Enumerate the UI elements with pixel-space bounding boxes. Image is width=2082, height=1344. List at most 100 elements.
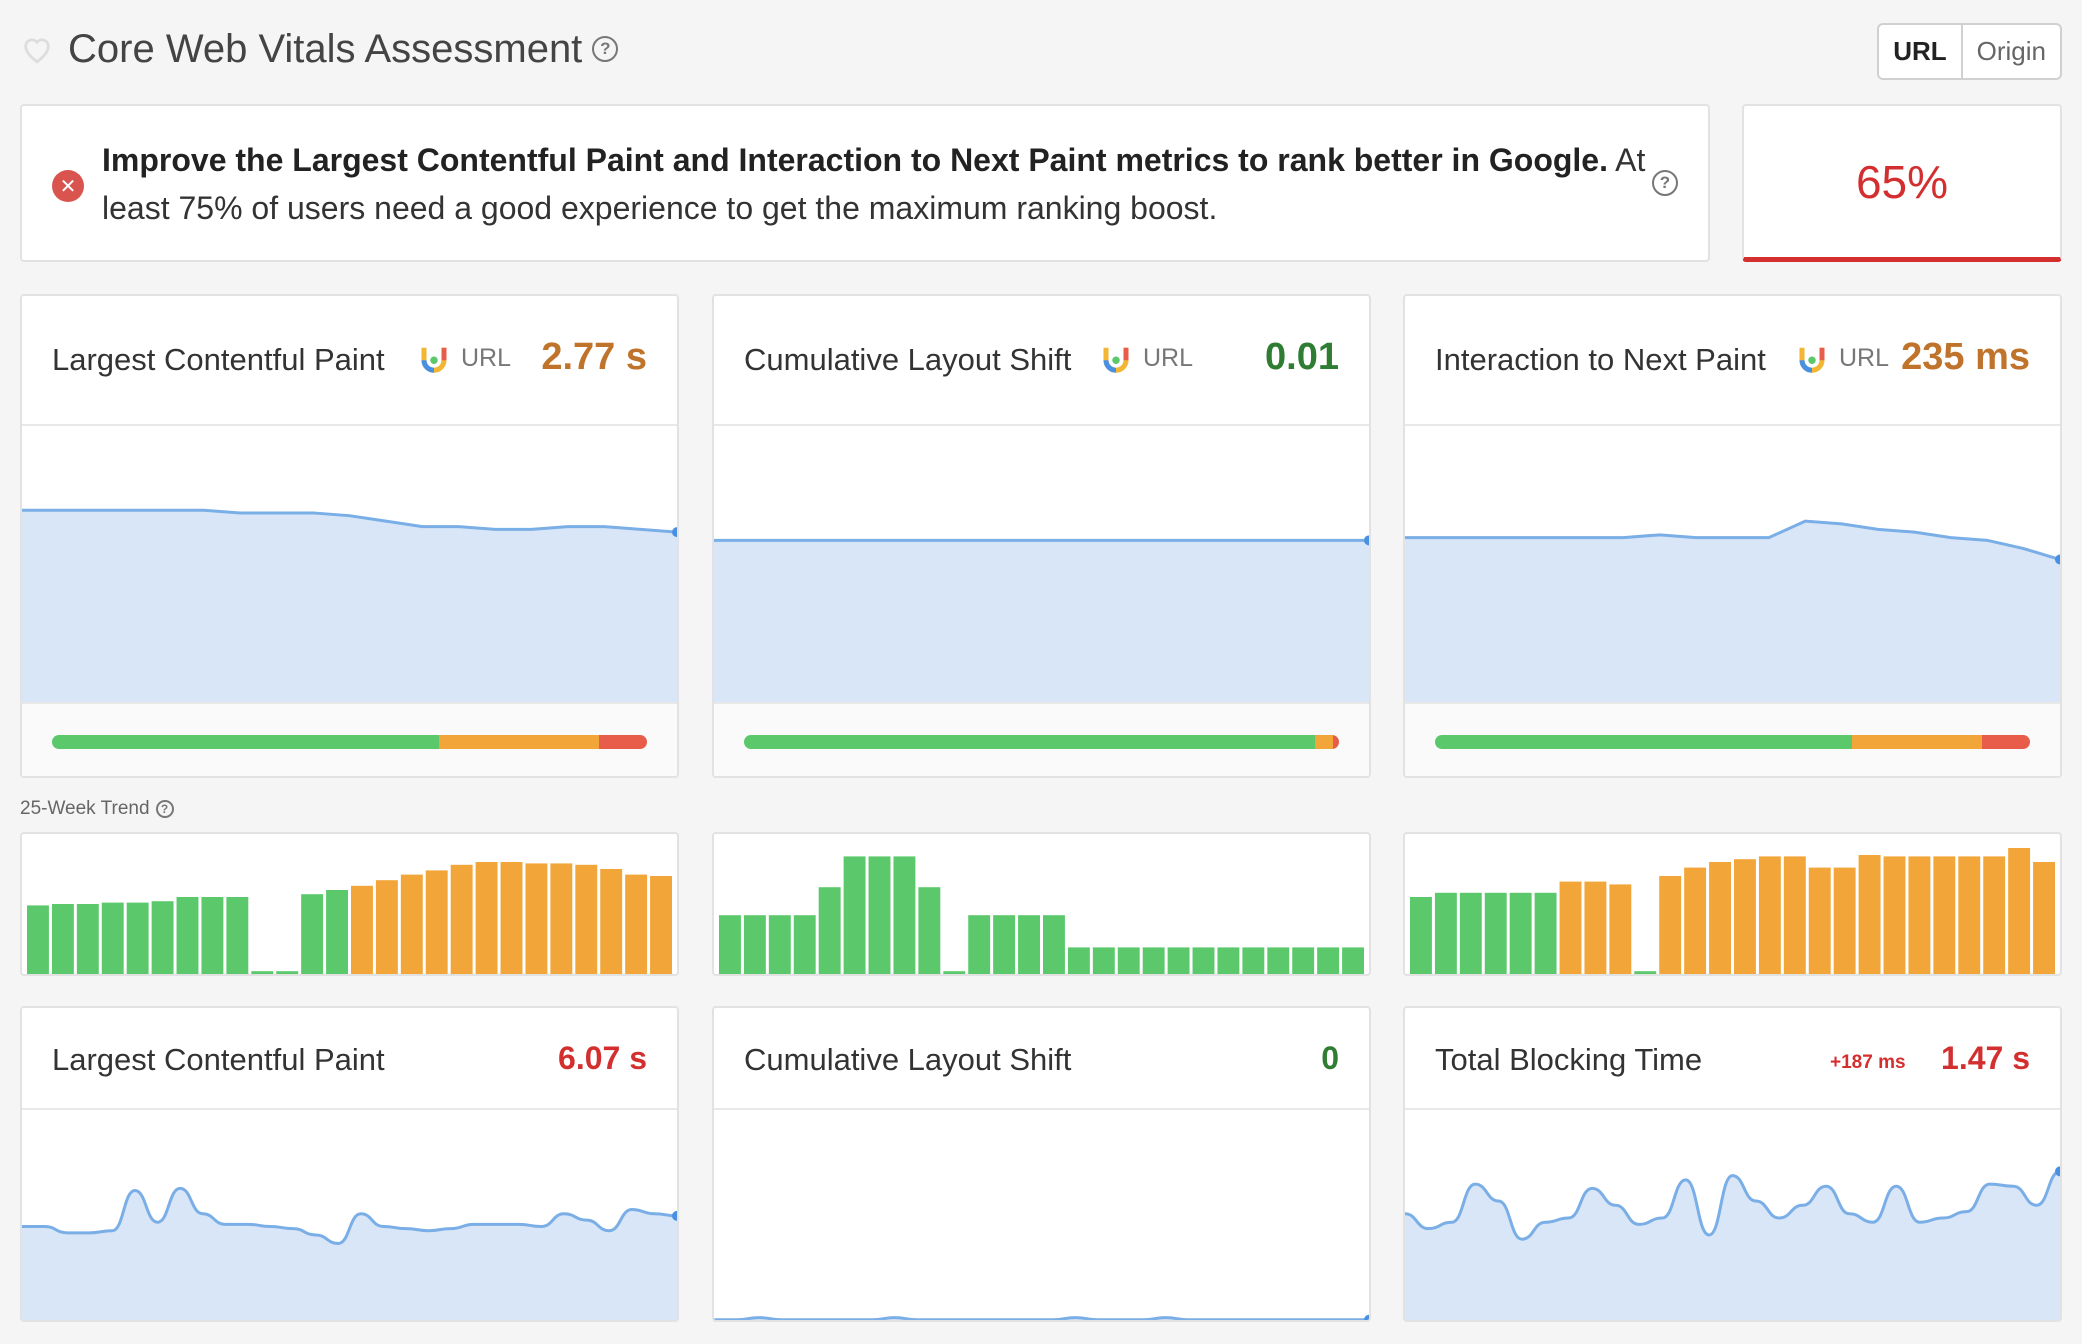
toggle-origin-button[interactable]: Origin	[1976, 36, 2046, 66]
trend-bar[interactable]	[375, 880, 398, 974]
trend-bar[interactable]	[176, 897, 199, 974]
distribution-good[interactable]	[1435, 735, 1852, 749]
trend-bar[interactable]	[968, 915, 991, 974]
trend-bar[interactable]	[276, 971, 299, 974]
trend-bar[interactable]	[1018, 915, 1040, 974]
trend-bar[interactable]	[76, 904, 99, 974]
trend-bar[interactable]	[450, 864, 473, 974]
trend-bar[interactable]	[550, 863, 573, 974]
trend-bar[interactable]	[1758, 856, 1781, 974]
trend-bar[interactable]	[868, 856, 891, 974]
distribution-needs-improvement[interactable]	[438, 735, 600, 749]
latest-point[interactable]	[672, 527, 677, 538]
latest-point[interactable]	[2055, 554, 2060, 565]
latest-point[interactable]	[2055, 1166, 2060, 1177]
trend-bar[interactable]	[1217, 947, 1240, 974]
history-chart[interactable]	[22, 428, 677, 702]
latest-point[interactable]	[1364, 535, 1369, 546]
trend-bar[interactable]	[525, 863, 548, 974]
trend-bar[interactable]	[1484, 892, 1507, 974]
help-icon[interactable]: ?	[592, 36, 619, 62]
trend-bar[interactable]	[600, 869, 623, 974]
toggle-url-button[interactable]: URL	[1879, 25, 1963, 78]
trend-bar[interactable]	[425, 870, 448, 974]
trend-bar[interactable]	[1067, 947, 1090, 974]
trend-bar[interactable]	[1584, 881, 1607, 974]
trend-bar[interactable]	[918, 887, 941, 974]
distribution-poor[interactable]	[599, 735, 647, 749]
trend-bar[interactable]	[1509, 892, 1532, 974]
distribution-good[interactable]	[744, 735, 1316, 749]
trend-bar[interactable]	[943, 971, 966, 974]
trend-bar[interactable]	[1434, 892, 1457, 974]
alert-help-icon[interactable]: ?	[1652, 170, 1678, 196]
trend-bar[interactable]	[1609, 884, 1632, 974]
trend-box-largest-contentful-paint[interactable]	[20, 832, 679, 976]
trend-bar[interactable]	[101, 902, 124, 974]
trend-bar[interactable]	[1808, 867, 1831, 974]
trend-bar[interactable]	[1883, 856, 1906, 974]
trend-bar[interactable]	[2008, 848, 2031, 974]
trend-bar[interactable]	[1534, 892, 1557, 974]
trend-bar[interactable]	[2033, 862, 2055, 974]
trend-bar[interactable]	[151, 901, 174, 974]
trend-bar[interactable]	[768, 915, 791, 974]
trend-bar[interactable]	[1783, 856, 1806, 974]
trend-bar[interactable]	[1317, 947, 1340, 974]
lab-history-chart[interactable]	[22, 1112, 677, 1322]
trend-bar[interactable]	[1167, 947, 1190, 974]
distribution-needs-improvement[interactable]	[1315, 735, 1334, 749]
trend-bar[interactable]	[126, 902, 149, 974]
trend-bar[interactable]	[1709, 862, 1731, 974]
trend-box-interaction-to-next-paint[interactable]	[1403, 832, 2062, 976]
history-chart[interactable]	[1405, 428, 2060, 702]
trend-bar[interactable]	[743, 915, 766, 974]
trend-bar[interactable]	[1908, 856, 1931, 974]
lab-history-chart[interactable]	[714, 1112, 1369, 1322]
distribution-needs-improvement[interactable]	[1851, 735, 1983, 749]
trend-bar[interactable]	[1410, 897, 1432, 974]
trend-bar[interactable]	[650, 876, 672, 974]
trend-bar[interactable]	[1858, 855, 1881, 974]
trend-bar[interactable]	[1192, 947, 1215, 974]
latest-point[interactable]	[1364, 1314, 1369, 1322]
trend-bar[interactable]	[1833, 867, 1856, 974]
distribution-poor[interactable]	[1982, 735, 2030, 749]
trend-bar[interactable]	[1634, 971, 1657, 974]
trend-bar[interactable]	[1292, 947, 1315, 974]
trend-bar[interactable]	[719, 915, 741, 974]
trend-help-icon[interactable]: ?	[155, 800, 174, 818]
trend-bar[interactable]	[893, 856, 916, 974]
trend-bar[interactable]	[351, 885, 373, 974]
trend-bar[interactable]	[1684, 867, 1707, 974]
trend-bar[interactable]	[1983, 856, 2006, 974]
trend-bar[interactable]	[575, 864, 598, 974]
trend-bar[interactable]	[27, 905, 49, 974]
trend-bar[interactable]	[1459, 892, 1482, 974]
trend-bar[interactable]	[400, 874, 423, 974]
trend-bar[interactable]	[251, 971, 274, 974]
trend-bar[interactable]	[1117, 947, 1140, 974]
trend-bar[interactable]	[201, 897, 224, 974]
trend-bar[interactable]	[475, 862, 498, 974]
history-chart[interactable]	[714, 428, 1369, 702]
trend-bar[interactable]	[1958, 856, 1981, 974]
latest-point[interactable]	[672, 1210, 677, 1221]
trend-bar[interactable]	[1043, 915, 1065, 974]
trend-bar[interactable]	[1933, 856, 1956, 974]
trend-box-cumulative-layout-shift[interactable]	[712, 832, 1371, 976]
trend-bar[interactable]	[625, 874, 648, 974]
distribution-poor[interactable]	[1333, 735, 1339, 749]
trend-bar[interactable]	[500, 862, 523, 974]
trend-bar[interactable]	[226, 897, 249, 974]
trend-bar[interactable]	[1342, 947, 1364, 974]
trend-bar[interactable]	[1242, 947, 1265, 974]
trend-bar[interactable]	[301, 894, 324, 974]
trend-bar[interactable]	[1092, 947, 1115, 974]
trend-bar[interactable]	[1659, 876, 1682, 974]
trend-bar[interactable]	[818, 887, 841, 974]
trend-bar[interactable]	[51, 904, 74, 974]
distribution-good[interactable]	[52, 735, 439, 749]
lab-history-chart[interactable]	[1405, 1112, 2060, 1322]
trend-bar[interactable]	[1142, 947, 1165, 974]
